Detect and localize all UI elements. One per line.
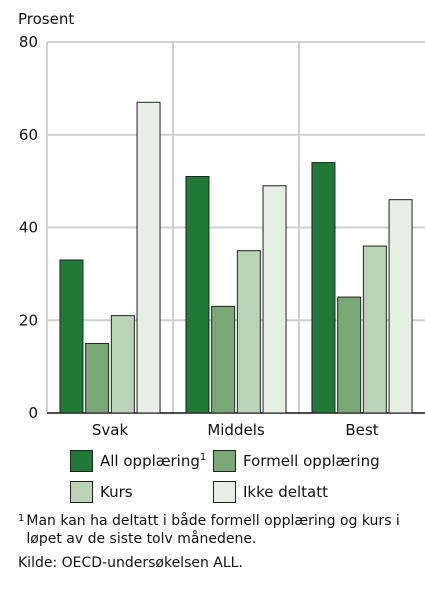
bar [311,162,336,414]
legend-swatch [70,450,93,472]
legend-item-ikke-deltatt: Ikke deltatt [213,481,328,503]
y-axis-title: Prosent [18,10,74,28]
bar [59,259,84,414]
legend-label: Kurs [100,483,133,501]
footnote: 1 Man kan ha deltatt i både formell oppl… [18,512,423,548]
bars [59,101,413,414]
legend-label: All opplæring1 [100,452,207,470]
bar-chart: Prosent 0 20 40 60 80 Svak Middels Best [18,10,425,439]
legend-item-kurs: Kurs [70,481,133,503]
bar [362,245,387,414]
x-tick-label: Middels [207,421,265,439]
bar [110,315,135,414]
y-tick-label: 60 [19,126,38,144]
footnote-marker: 1 [18,513,25,524]
bar [236,250,261,414]
x-axis-ticks: Svak Middels Best [92,421,379,439]
y-tick-label: 80 [19,33,38,51]
legend-swatch [213,481,236,503]
grid [46,41,425,414]
y-tick-label: 40 [19,219,38,237]
x-tick-label: Best [345,421,378,439]
legend-swatch [70,481,93,503]
y-tick-label: 0 [28,404,38,422]
bar [262,185,287,414]
legend-item-formell-opplaering: Formell opplæring [213,450,380,472]
y-axis-ticks: 0 20 40 60 80 [19,33,38,422]
legend-swatch [213,450,236,472]
bar [337,296,362,414]
source-note: Kilde: OECD-undersøkelsen ALL. [18,555,243,571]
legend-label: Formell opplæring [243,452,380,470]
notes: 1 Man kan ha deltatt i både formell oppl… [18,512,423,572]
bar [388,199,413,414]
legend-item-all-opplaering: All opplæring1 [70,450,206,472]
legend-label: Ikke deltatt [243,483,329,501]
bar [85,342,110,414]
footnote-text: Man kan ha deltatt i både formell opplær… [26,513,400,547]
bar [136,101,161,414]
x-tick-label: Svak [92,421,129,439]
bar [185,175,210,414]
bar [211,305,236,414]
y-tick-label: 20 [19,311,38,329]
